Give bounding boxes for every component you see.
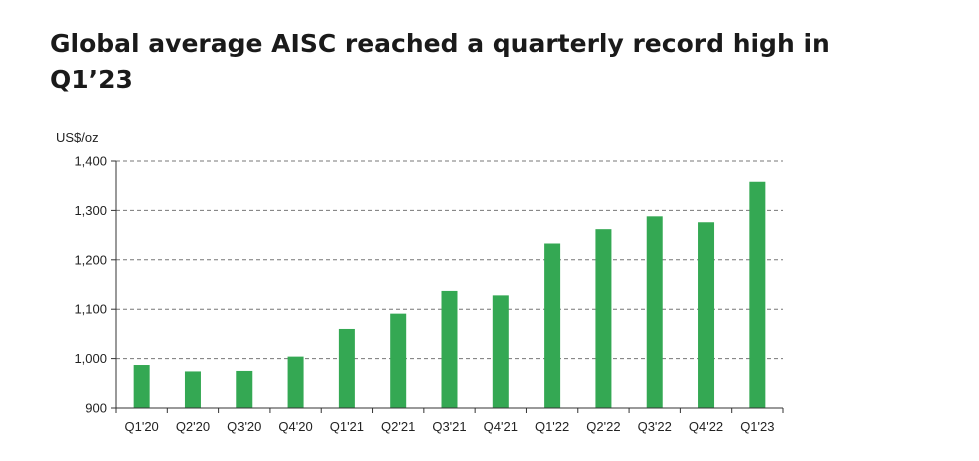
x-tick-label: Q2'20 — [176, 419, 210, 434]
bar — [749, 181, 766, 408]
x-tick-label: Q4'22 — [689, 419, 723, 434]
y-tick-labels: 900 1,000 1,100 1,200 1,300 1,400 — [74, 154, 107, 416]
gridlines — [116, 160, 783, 360]
x-tick-label: Q3'20 — [227, 419, 261, 434]
bar — [133, 365, 150, 408]
bar — [338, 328, 355, 408]
bar — [595, 229, 612, 408]
bar — [698, 222, 715, 408]
x-tick-label: Q1'20 — [125, 419, 159, 434]
bar — [441, 290, 458, 408]
x-tick-label: Q3'21 — [432, 419, 466, 434]
x-tick-label: Q4'21 — [484, 419, 518, 434]
x-tick-label: Q2'22 — [586, 419, 620, 434]
chart-title-line-1: Global average AISC reached a quarterly … — [50, 29, 830, 58]
x-tick-label: Q2'21 — [381, 419, 415, 434]
bar — [544, 243, 561, 408]
x-tick-label: Q1'21 — [330, 419, 364, 434]
x-tick-label: Q3'22 — [638, 419, 672, 434]
y-tick-label: 900 — [85, 401, 107, 416]
bar — [184, 371, 201, 408]
x-tick-label: Q4'20 — [278, 419, 312, 434]
bar — [646, 216, 663, 408]
chart-title: Global average AISC reached a quarterly … — [50, 26, 910, 98]
y-tick-label: 1,000 — [74, 351, 107, 366]
x-tick-labels: Q1'20 Q2'20 Q3'20 Q4'20 Q1'21 Q2'21 Q3'21 Q4'21… — [125, 419, 775, 434]
bars — [133, 181, 766, 408]
y-tick-label: 1,300 — [74, 203, 107, 218]
bar — [236, 370, 253, 408]
bar — [492, 295, 509, 408]
y-tick-label: 1,200 — [74, 252, 107, 267]
y-axis-label: US$/oz — [56, 130, 99, 145]
y-tick-label: 1,400 — [74, 154, 107, 169]
bar — [287, 356, 304, 408]
chart-title-line-2: Q1’23 — [50, 65, 133, 94]
axes — [111, 160, 784, 413]
y-tick-label: 1,100 — [74, 302, 107, 317]
x-tick-label: Q1'22 — [535, 419, 569, 434]
x-tick-label: Q1'23 — [740, 419, 774, 434]
bar — [390, 313, 407, 408]
